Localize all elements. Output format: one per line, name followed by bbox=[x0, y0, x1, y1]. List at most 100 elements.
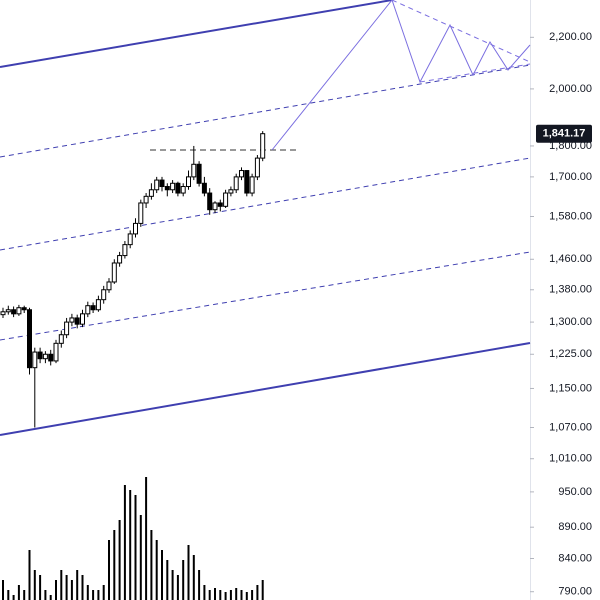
candle-body bbox=[106, 281, 112, 291]
candle-body bbox=[21, 307, 27, 311]
candle-body bbox=[143, 195, 149, 204]
candle-body bbox=[148, 189, 154, 197]
volume-bar bbox=[219, 590, 222, 600]
candle-body bbox=[249, 176, 255, 194]
volume-bar bbox=[113, 530, 116, 600]
volume-bar bbox=[166, 560, 169, 600]
candle-body bbox=[233, 176, 239, 191]
y-tick-label: 1,150.00 bbox=[549, 382, 592, 394]
y-tick-label: 1,460.00 bbox=[549, 253, 592, 265]
candle-body bbox=[58, 334, 64, 344]
candle-body bbox=[164, 186, 170, 191]
volume-bar bbox=[76, 570, 79, 600]
volume-bar bbox=[92, 590, 95, 600]
volume-bar bbox=[33, 570, 36, 600]
y-tick-label: 1,700.00 bbox=[549, 171, 592, 183]
volume-bar bbox=[192, 555, 195, 600]
volume-bar bbox=[65, 575, 68, 600]
volume-bar bbox=[39, 575, 42, 600]
projection-guide bbox=[419, 63, 531, 83]
candle-body bbox=[122, 244, 128, 257]
volume-bar bbox=[97, 590, 100, 600]
volume-bar bbox=[261, 580, 264, 600]
candle-body bbox=[37, 351, 43, 360]
y-tick-label: 890.00 bbox=[558, 521, 592, 533]
candle-body bbox=[64, 321, 70, 336]
candle-body bbox=[69, 317, 75, 323]
volume-bar bbox=[129, 490, 132, 600]
channel-bottom bbox=[0, 342, 531, 436]
candle-body bbox=[228, 189, 234, 194]
candle-body bbox=[154, 179, 160, 191]
volume-bar bbox=[240, 590, 243, 600]
volume-bar bbox=[182, 560, 185, 600]
y-tick-label: 1,580.00 bbox=[549, 210, 592, 222]
y-tick-label: 790.00 bbox=[558, 586, 592, 598]
candle-body bbox=[170, 182, 176, 191]
volume-bar bbox=[102, 585, 105, 600]
volume-bar bbox=[229, 590, 232, 600]
volume-bar bbox=[198, 570, 201, 600]
volume-bar bbox=[86, 585, 89, 600]
candle-body bbox=[42, 353, 48, 360]
volume-bar bbox=[214, 588, 216, 600]
drawings bbox=[0, 0, 531, 436]
candle-body bbox=[90, 305, 96, 311]
y-tick-label: 1,010.00 bbox=[549, 453, 592, 465]
candle-body bbox=[80, 313, 85, 325]
projection bbox=[271, 0, 531, 151]
volume-bar bbox=[118, 520, 121, 600]
y-tick-label: 1,380.00 bbox=[549, 284, 592, 296]
candle-body bbox=[74, 317, 80, 325]
volume-bar bbox=[139, 515, 142, 600]
last-price-box bbox=[536, 124, 592, 143]
candle-body bbox=[53, 342, 59, 362]
volume-bar bbox=[49, 595, 52, 600]
volume-bar bbox=[108, 540, 110, 600]
candle-body bbox=[175, 182, 181, 194]
y-tick-label: 1,300.00 bbox=[549, 316, 592, 328]
candle-body bbox=[260, 133, 266, 159]
volume-bar bbox=[81, 575, 84, 600]
y-tick-label: 950.00 bbox=[558, 486, 592, 498]
candle-body bbox=[127, 233, 133, 246]
volume-bar bbox=[208, 590, 211, 600]
candle-body bbox=[133, 222, 138, 235]
volume-bar bbox=[55, 580, 57, 600]
candle-body bbox=[212, 202, 218, 211]
candle-body bbox=[217, 202, 223, 207]
candle-body bbox=[27, 309, 32, 369]
volume-bar bbox=[44, 590, 47, 600]
candle-body bbox=[111, 262, 117, 283]
candle-body bbox=[159, 179, 165, 188]
volume-bar bbox=[7, 590, 10, 600]
volume-bar bbox=[70, 580, 73, 600]
volume-bar bbox=[171, 570, 174, 600]
volume-bar bbox=[203, 585, 206, 600]
y-tick-label: 1,070.00 bbox=[549, 421, 592, 433]
volume-bar bbox=[28, 550, 31, 600]
candle-body bbox=[196, 163, 202, 184]
volume-bar bbox=[60, 570, 63, 600]
candle-body bbox=[16, 307, 22, 315]
candle-body bbox=[223, 192, 229, 207]
volume-bar bbox=[161, 550, 163, 600]
volume-bar bbox=[145, 477, 148, 600]
volume-bar bbox=[23, 590, 26, 600]
channel-top bbox=[0, 0, 393, 68]
y-tick-label: 1,225.00 bbox=[549, 348, 592, 360]
y-tick-label: 2,000.00 bbox=[549, 83, 592, 95]
candle-body bbox=[207, 192, 213, 211]
volume-bar bbox=[176, 575, 179, 600]
candle-body bbox=[85, 305, 91, 315]
volume-bar bbox=[2, 580, 4, 600]
candle-body bbox=[11, 309, 17, 315]
y-tick-label: 840.00 bbox=[558, 552, 592, 564]
volume-bar bbox=[187, 545, 190, 600]
volume-bar bbox=[134, 495, 137, 600]
volume-bar bbox=[12, 595, 15, 600]
volume-bar bbox=[150, 530, 153, 600]
candle-body bbox=[48, 353, 54, 362]
